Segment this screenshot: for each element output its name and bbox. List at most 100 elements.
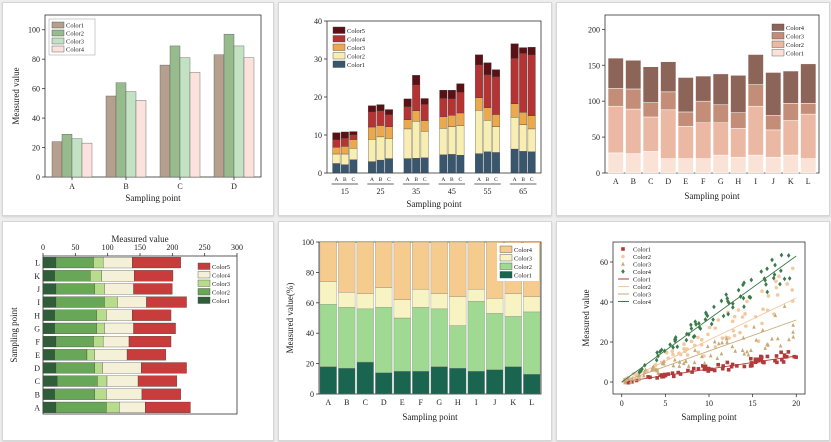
y-axis-label: Measured value [581,289,591,346]
x-tick-label: H [735,177,741,186]
data-point [790,288,795,292]
x-tick-label: 100 [102,243,114,252]
data-point [730,319,735,324]
bar [159,64,171,178]
stacked-bar-segment [133,322,176,334]
stacked-bar-segment [492,76,500,115]
stacked-bar-segment [102,362,142,374]
data-point [719,298,724,304]
stacked-bar-segment [42,283,57,295]
stacked-bar-segment [55,257,94,269]
data-point [677,363,682,368]
grouped-bar-chart: 0 20 40 60 80 100 A B C D Sampling point Measured v… [11,14,262,203]
sub-tick-label: B [343,177,347,183]
y-tick-label: K [34,272,40,281]
bar [51,141,63,178]
stacked-bar-segment [375,287,393,308]
data-point [691,366,696,371]
legend-swatch [771,40,785,48]
data-point [732,333,737,338]
x-tick-label: F [419,398,424,407]
legend-swatch [332,35,346,43]
data-point [685,353,690,357]
x-tick-label: H [455,398,461,407]
data-point [736,308,741,312]
data-point [778,343,783,348]
data-point [786,253,791,258]
stacked-bar-segment [412,371,430,395]
data-point [732,314,737,319]
stacked-bar-segment [625,108,642,154]
stacked-bar-segment [712,122,729,156]
stacked-bar-segment [42,401,57,413]
bar [233,45,245,178]
legend-label: Color4 [66,47,85,54]
stacked-bar-segment [104,283,134,295]
y-tick-label: L [35,259,40,268]
stacked-bar-segment [94,283,105,295]
stacked-bar-segment [126,349,167,361]
bar [125,91,137,178]
stacked-bar-segment [141,388,181,400]
data-point [683,359,688,364]
data-point [686,368,690,373]
legend-swatch [499,245,513,253]
stacked-bar-segment [42,322,55,334]
stacked-bar-segment [677,126,694,159]
stacked-bar-segment [94,362,103,374]
y-tick-label: 20 [314,93,322,102]
stacked-bar-segment [55,401,107,413]
y-tick-label: C [35,377,40,386]
legend-label: Color1 [633,277,651,284]
x-tick-label: L [529,398,534,407]
data-point [756,358,761,363]
data-point [744,324,748,328]
stacked-bar-segment [523,374,541,395]
stacked-bar-segment [492,152,500,174]
data-point [693,319,698,325]
x-axis-label: Sampling point [402,412,458,422]
data-point [742,280,746,286]
data-point [738,330,742,335]
stacked-bar-segment [332,153,341,164]
data-point [766,294,771,298]
data-point [724,292,728,298]
y-tick-label: 100 [302,238,314,247]
stacked-bar-segment [55,283,95,295]
legend-swatch [771,49,785,57]
stacked-bar-segment [319,304,337,367]
stacked-bar-segment [340,146,349,155]
data-point [763,277,767,283]
legend-label: Color3 [633,292,651,299]
legend-label: Color2 [786,42,804,49]
data-point [750,363,754,368]
bar [105,95,117,178]
stacked-bar-segment [449,368,467,395]
data-point [725,339,729,344]
legend-swatch [499,271,513,279]
data-point [655,368,659,373]
stacked-bar-segment [523,296,541,313]
x-axis-label: Sampling point [406,199,462,209]
data-point [748,295,753,300]
stacked-bar-segment [475,64,483,98]
stacked-bar-segment [42,349,55,361]
data-point [704,311,709,317]
stacked-bar-segment [146,296,187,308]
stacked-bar-segment [519,151,528,174]
data-point [741,282,745,288]
y-tick-label: A [34,403,40,412]
stacked-bar-segment [483,74,492,108]
x-tick-label: A [69,182,75,191]
data-point [765,289,770,295]
x-tick-label: 20 [792,399,800,408]
data-point [756,339,761,344]
data-point [705,344,710,349]
data-point [715,355,720,360]
stacked-bar-segment [375,372,393,395]
stacked-bar-segment [607,105,624,154]
legend-label: Color3 [786,34,804,41]
sub-tick-label: B [379,177,383,183]
stacked-bar-segment [356,241,374,294]
data-point [642,369,647,374]
